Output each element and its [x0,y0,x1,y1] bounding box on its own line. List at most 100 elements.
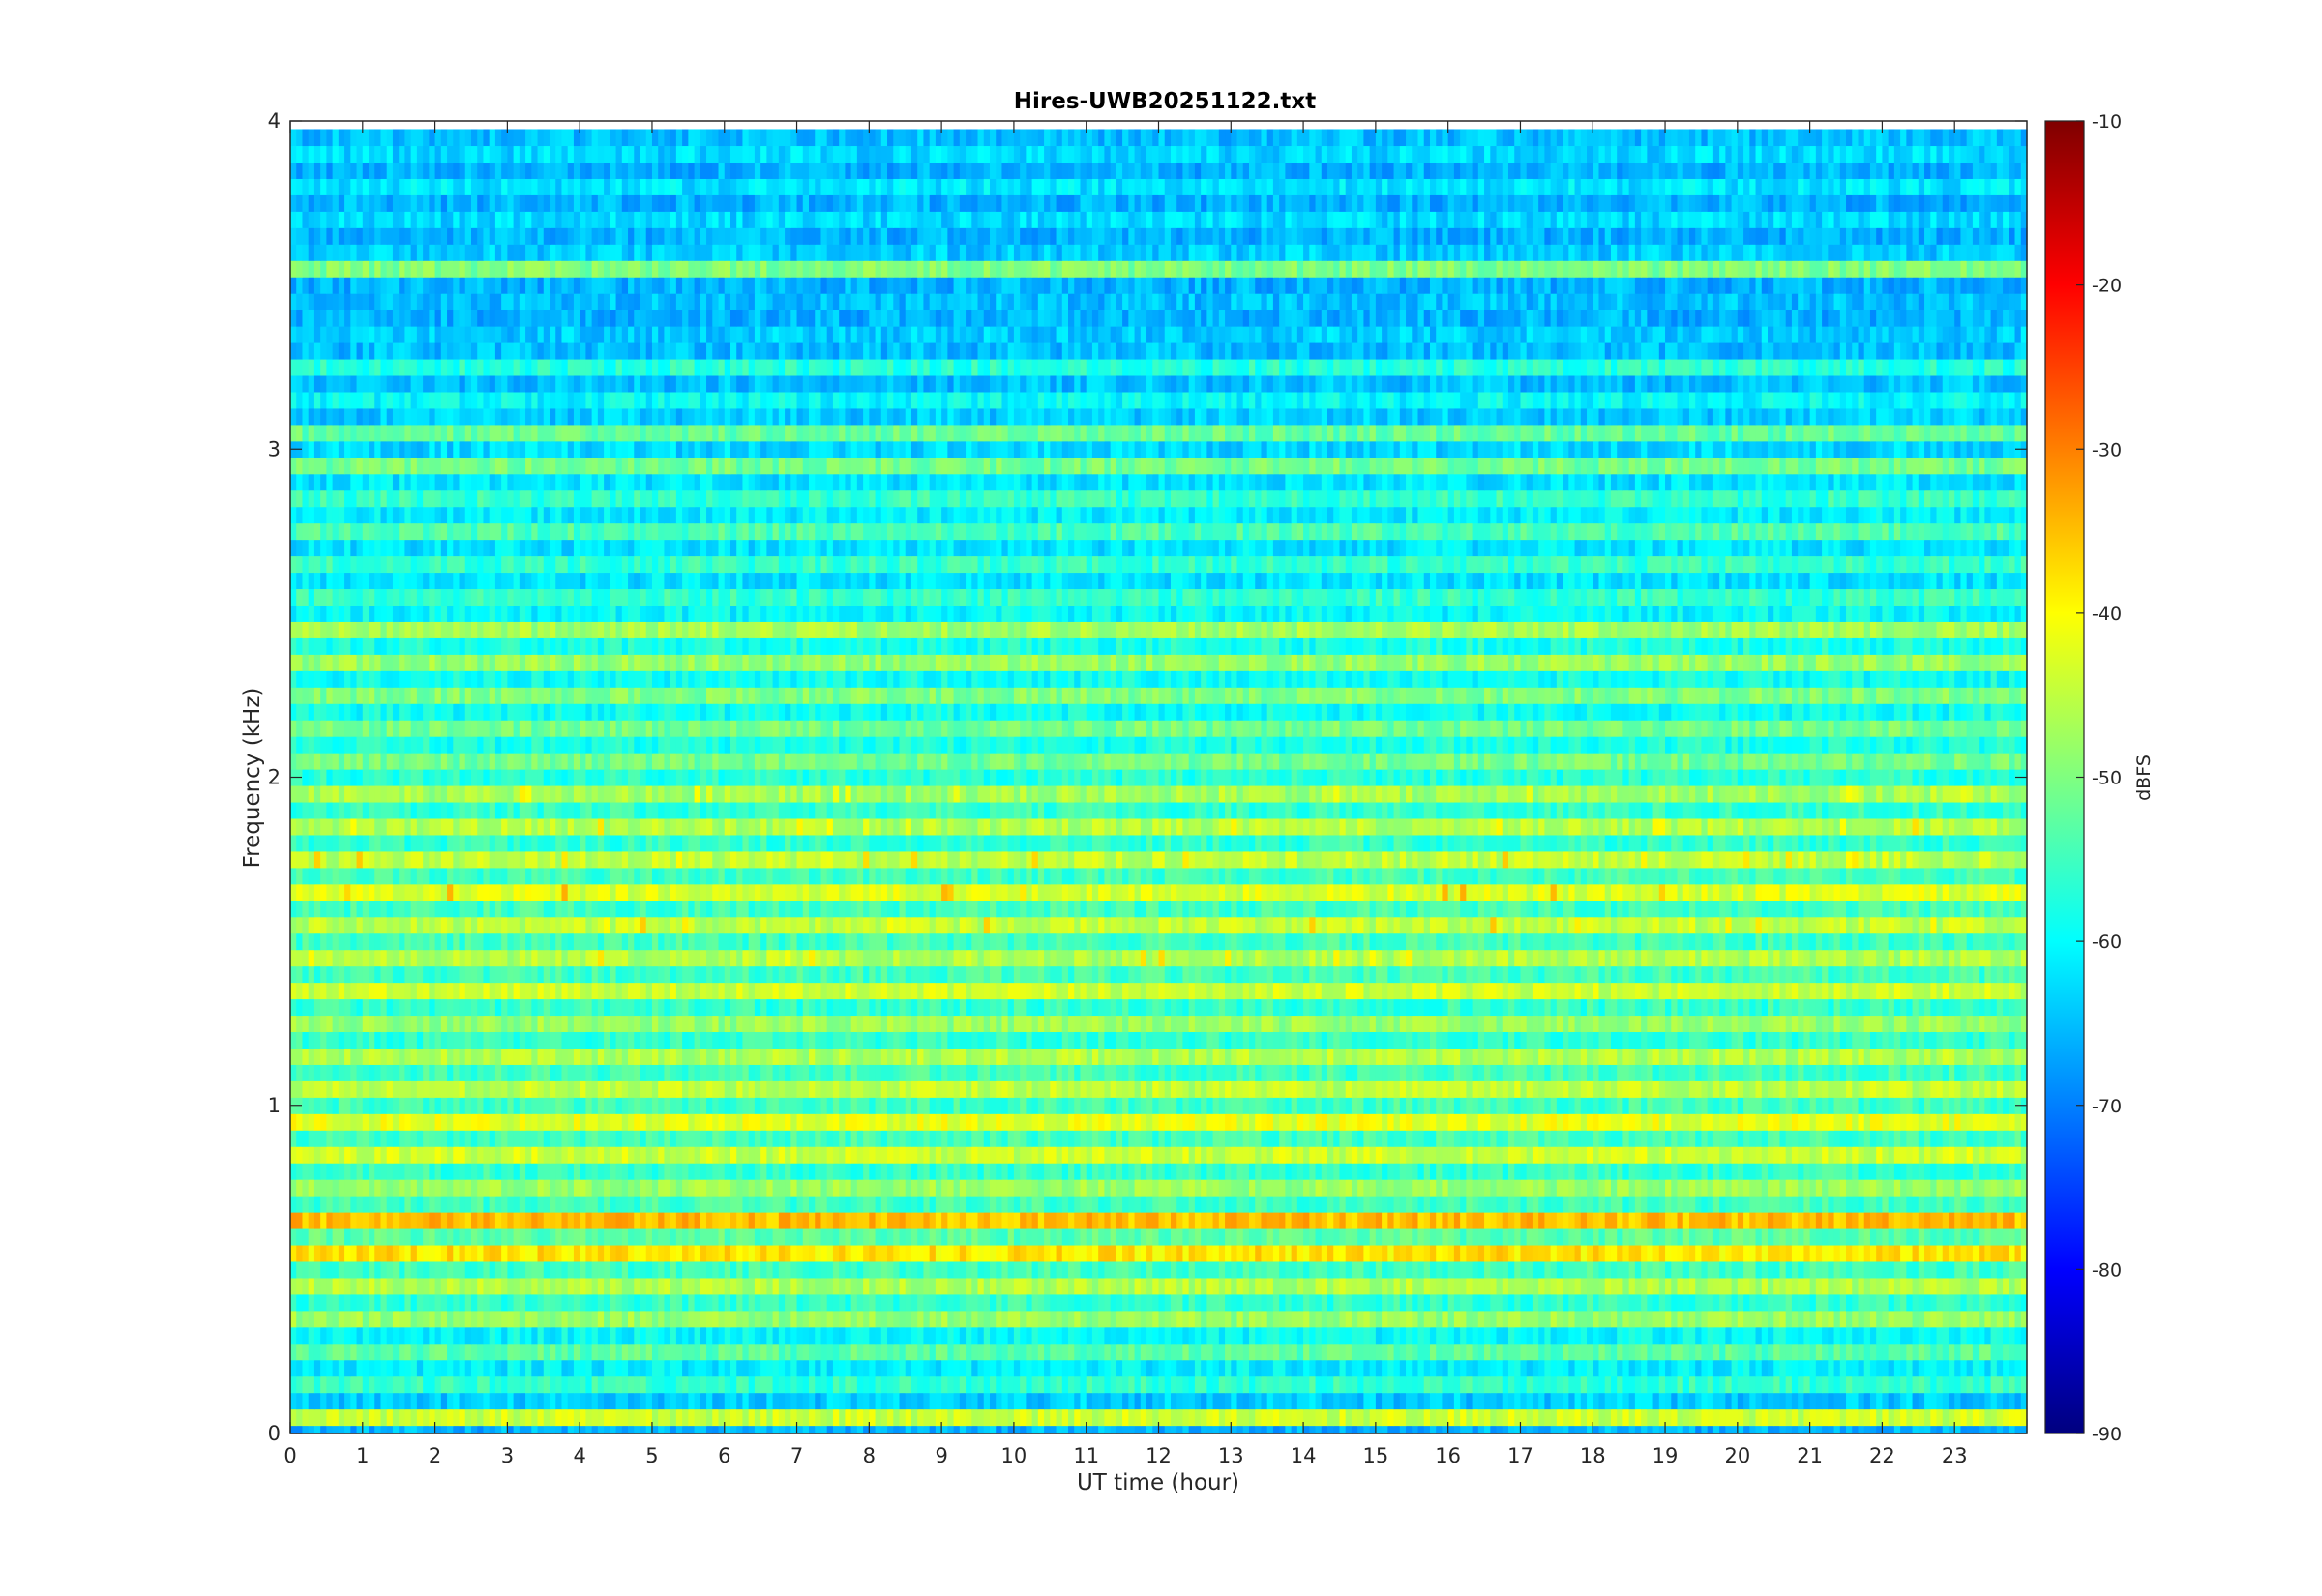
heatmap-cell [1900,1360,1907,1377]
heatmap-cell [706,1163,713,1180]
heatmap-cell [1846,1327,1853,1345]
heatmap-cell [1478,1294,1485,1312]
heatmap-cell [471,1146,478,1164]
heatmap-cell [1973,1196,1980,1213]
heatmap-cell [1141,1212,1147,1229]
heatmap-cell [1255,1393,1262,1410]
heatmap-cell [350,1228,357,1246]
heatmap-cell [1846,1163,1853,1180]
heatmap-cell [1617,1179,1623,1197]
heatmap-cell [960,1409,967,1427]
heatmap-cell [320,1327,327,1345]
heatmap-cell [863,1228,870,1246]
heatmap-cell [1533,1376,1539,1394]
heatmap-cell [1967,1196,1974,1213]
heatmap-cell [1128,1278,1135,1295]
heatmap-cell [1189,1376,1196,1394]
heatmap-cell [411,1327,418,1345]
heatmap-cell [833,1179,840,1197]
heatmap-cell [1032,1360,1039,1377]
heatmap-cell [1949,1376,1955,1394]
heatmap-cell [1852,1360,1859,1377]
heatmap-cell [1008,1294,1015,1312]
heatmap-cell [984,1409,991,1427]
heatmap-cell [1889,1344,1895,1361]
heatmap-cell [507,1360,514,1377]
heatmap-cell [1026,1278,1032,1295]
heatmap-cell [1713,1196,1720,1213]
heatmap-cell [1828,1278,1834,1295]
heatmap-cell [1316,1393,1323,1410]
heatmap-cell [736,1393,743,1410]
heatmap-cell [1490,1294,1497,1312]
heatmap-cell [755,1278,761,1295]
heatmap-image [290,129,2028,1433]
heatmap-cell [1641,1163,1648,1180]
heatmap-cell [1285,1360,1292,1377]
heatmap-cell [1732,1344,1739,1361]
heatmap-cell [320,1360,327,1377]
heatmap-cell [1430,1196,1437,1213]
heatmap-cell [1497,1245,1503,1262]
heatmap-cell [1949,1344,1955,1361]
heatmap-cell [1394,1245,1401,1262]
heatmap-cell [876,1360,882,1377]
heatmap-cell [797,1393,804,1410]
heatmap-cell [441,1376,448,1394]
heatmap-cell [1201,1360,1207,1377]
heatmap-cell [1141,1179,1147,1197]
heatmap-cell [1828,1228,1834,1246]
heatmap-cell [1316,1278,1323,1295]
heatmap-cell [399,1376,405,1394]
heatmap-cell [730,1311,737,1328]
heatmap-cell [760,1327,767,1345]
heatmap-cell [1629,1393,1636,1410]
heatmap-cell [966,1163,972,1180]
heatmap-cell [906,1327,912,1345]
heatmap-cell [616,1294,623,1312]
heatmap-cell [719,1212,726,1229]
heatmap-cell [652,1146,659,1164]
heatmap-cell [930,1261,937,1279]
heatmap-cell [1611,1409,1618,1427]
heatmap-cell [1852,1327,1859,1345]
heatmap-cell [1984,1327,1991,1345]
heatmap-cell [1387,1294,1394,1312]
heatmap-cell [374,1163,381,1180]
heatmap-cell [766,1393,773,1410]
heatmap-cell [1231,1179,1237,1197]
heatmap-cell [1937,1278,1944,1295]
heatmap-cell [1701,1344,1708,1361]
heatmap-cell [1949,1179,1955,1197]
heatmap-cell [941,1311,948,1328]
heatmap-cell [930,1344,937,1361]
heatmap-cell [1327,1360,1334,1377]
heatmap-cell [460,1376,466,1394]
heatmap-cell [1436,1261,1443,1279]
heatmap-cell [1822,1245,1829,1262]
heatmap-cell [1092,1409,1099,1427]
heatmap-cell [423,1196,430,1213]
heatmap-cell [1382,1376,1388,1394]
heatmap-cell [833,1212,840,1229]
heatmap-cell [1906,1245,1913,1262]
heatmap-cell [585,1393,592,1410]
heatmap-cell [1810,1163,1817,1180]
heatmap-cell [1135,1327,1142,1345]
heatmap-cell [1038,1261,1045,1279]
heatmap-cell [1719,1344,1726,1361]
heatmap-cell [1527,1409,1533,1427]
heatmap-cell [1309,1212,1316,1229]
heatmap-cell [296,1261,303,1279]
heatmap-cell [1038,1409,1045,1427]
heatmap-cell [1038,1228,1045,1246]
heatmap-cell [1182,1344,1189,1361]
heatmap-cell [1768,1409,1774,1427]
heatmap-cell [1527,1278,1533,1295]
heatmap-cell [1370,1261,1377,1279]
heatmap-cell [1924,1409,1931,1427]
heatmap-cell [1032,1245,1039,1262]
heatmap-cell [1490,1327,1497,1345]
heatmap-cell [1876,1245,1883,1262]
heatmap-cell [1074,1311,1081,1328]
